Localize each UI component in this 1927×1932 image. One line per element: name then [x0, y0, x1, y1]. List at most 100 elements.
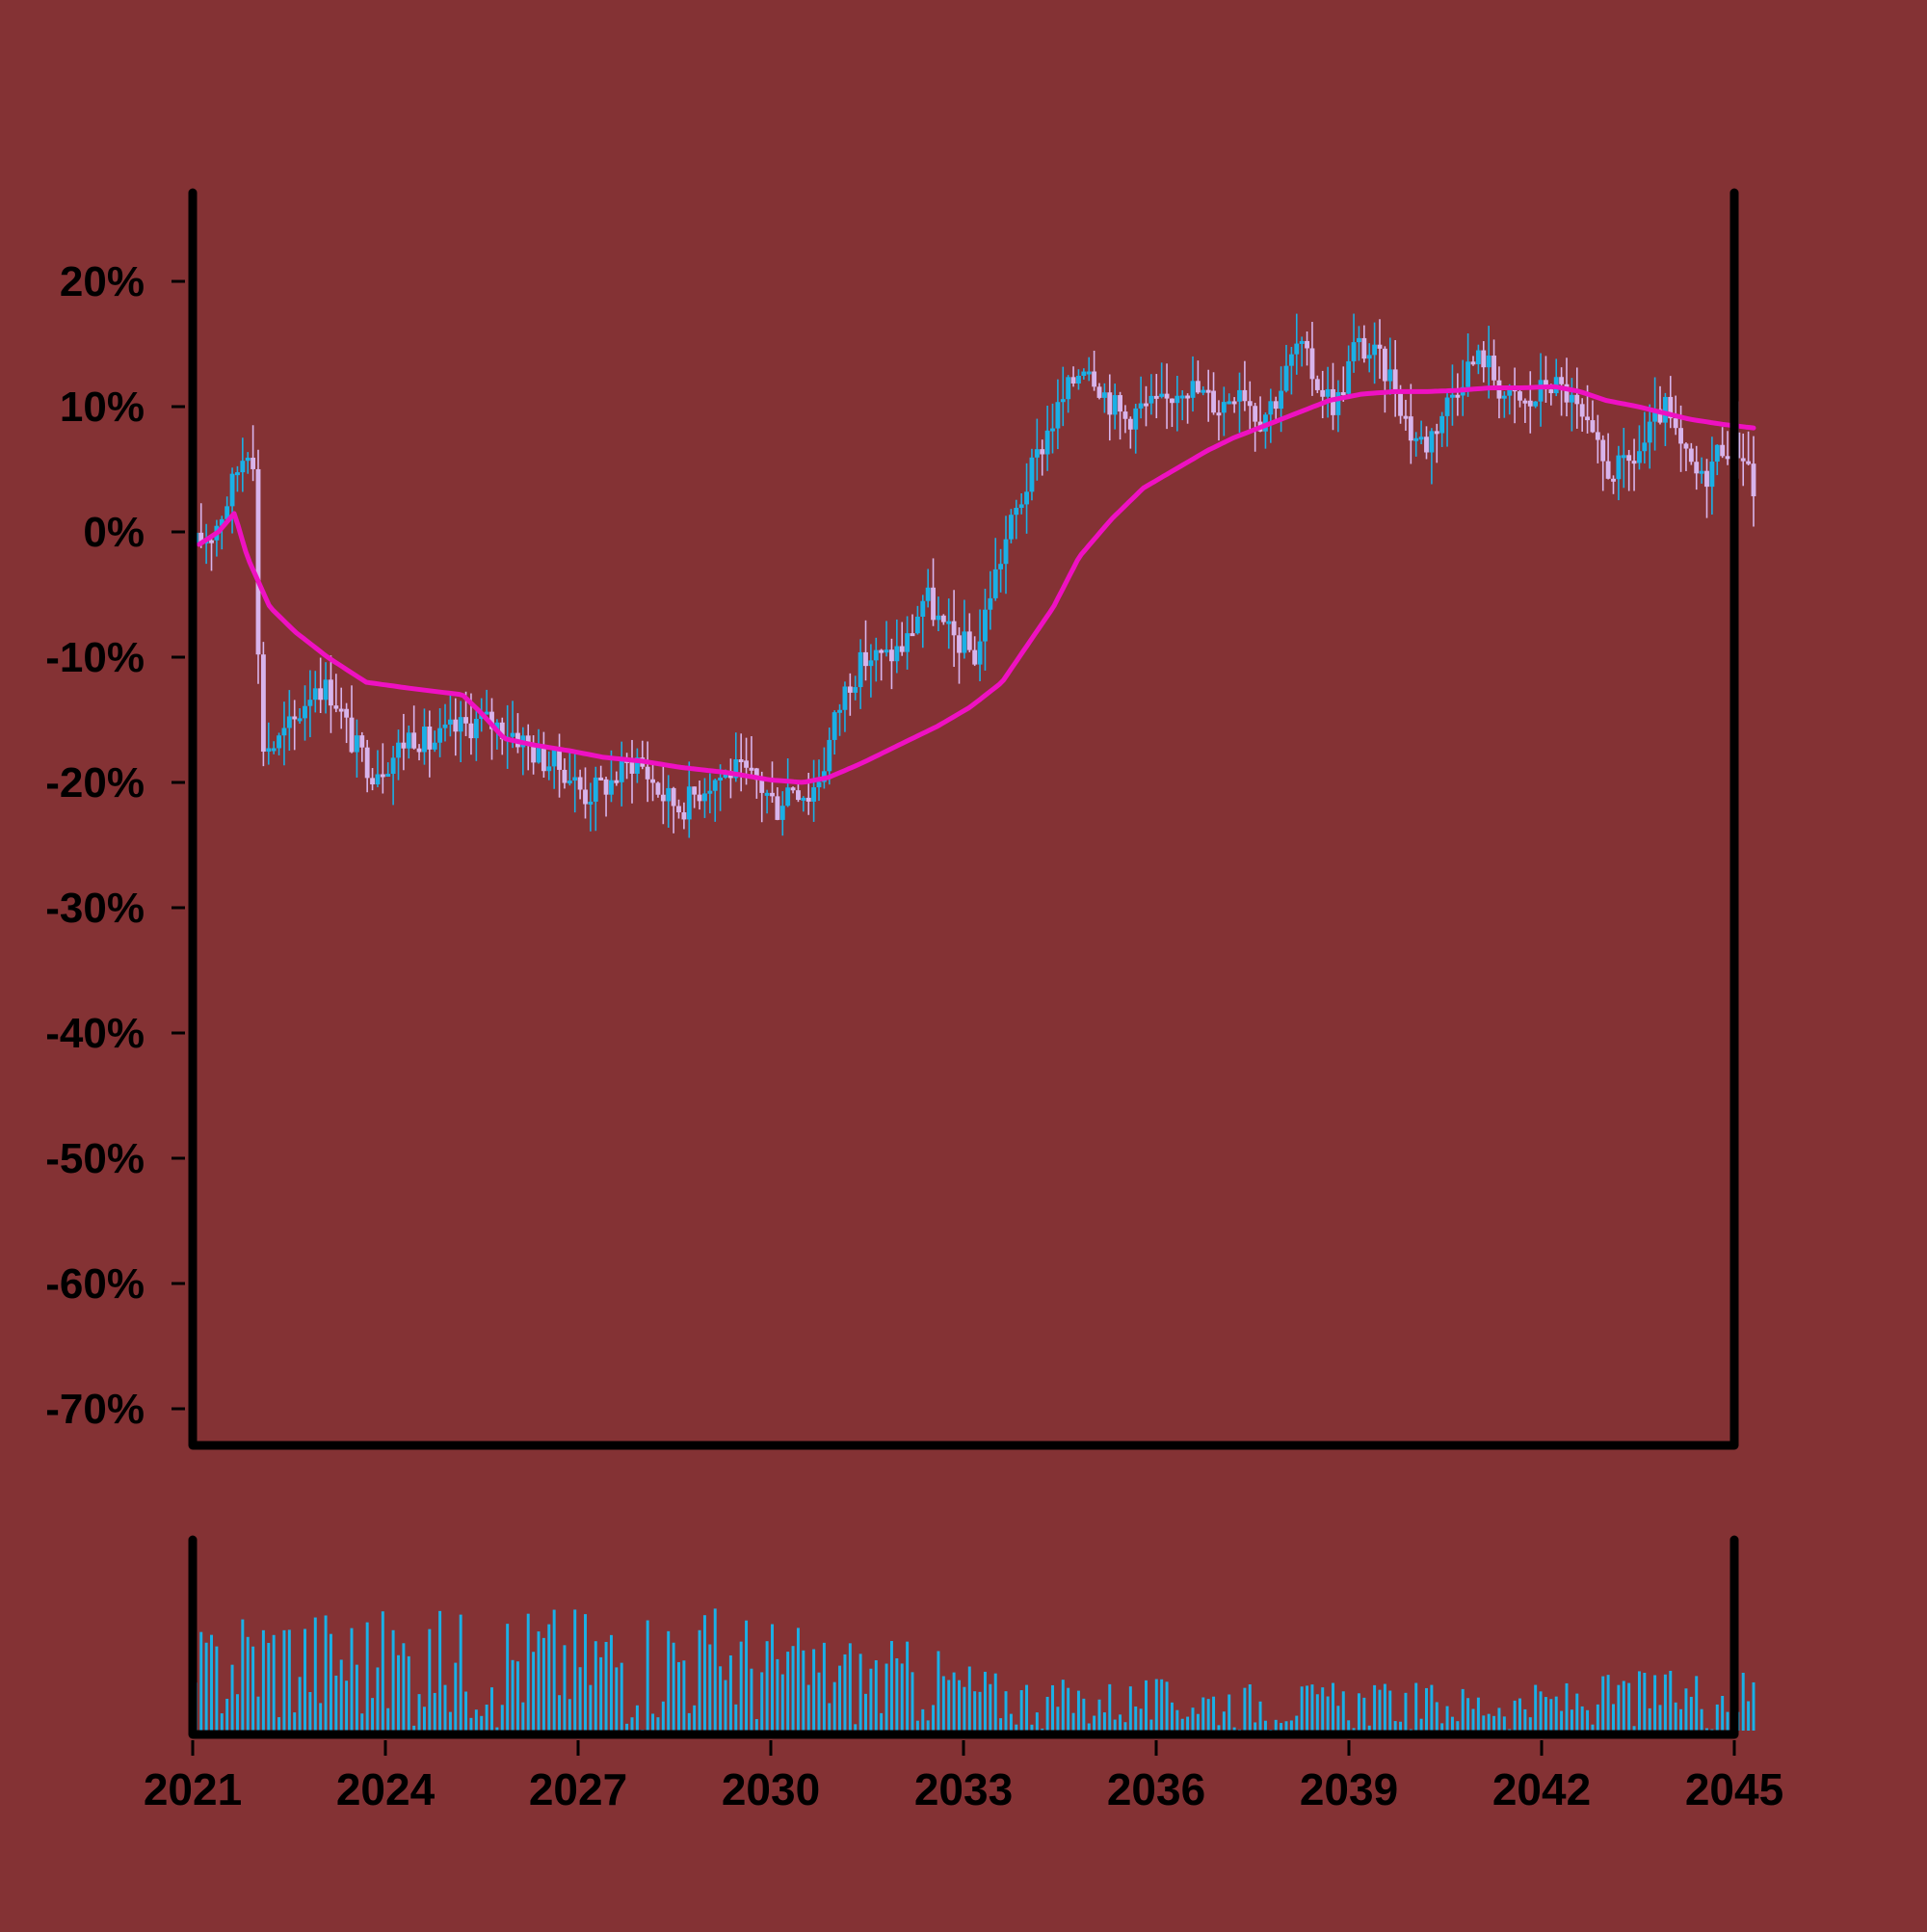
volume-bar	[771, 1624, 774, 1731]
volume-bar	[1134, 1706, 1138, 1731]
volume-bar	[1009, 1713, 1013, 1731]
volume-bar	[993, 1673, 997, 1731]
volume-bar	[1201, 1697, 1205, 1731]
volume-bar	[412, 1725, 416, 1731]
candle-body	[1014, 508, 1019, 516]
candle-body	[536, 746, 541, 763]
candle-body	[718, 777, 724, 781]
volume-bar	[1165, 1681, 1169, 1731]
candle-body	[1133, 408, 1139, 430]
volume-bar	[854, 1724, 858, 1731]
candle-body	[1314, 379, 1320, 390]
volume-bar	[1435, 1702, 1439, 1731]
candle-body	[931, 587, 936, 621]
candle-body	[1418, 437, 1424, 440]
candle-body	[899, 646, 905, 652]
volume-bar	[308, 1691, 312, 1731]
volume-bar	[417, 1694, 421, 1731]
volume-bar	[1570, 1709, 1573, 1731]
volume-bar	[1284, 1721, 1288, 1731]
volume-bar	[1315, 1694, 1319, 1731]
candle-body	[198, 532, 204, 544]
volume-bar	[1425, 1687, 1428, 1731]
volume-bar	[1544, 1697, 1547, 1731]
candle-body	[645, 766, 650, 780]
candle-body	[681, 812, 687, 820]
volume-bar	[1440, 1723, 1444, 1731]
volume-bar	[1180, 1718, 1184, 1731]
candle-body	[1159, 393, 1165, 397]
volume-bar	[376, 1667, 380, 1731]
volume-bar	[869, 1668, 873, 1731]
candle-body	[375, 774, 381, 785]
candle-body	[562, 769, 568, 783]
candle-body	[1331, 388, 1335, 415]
candle-body	[811, 787, 817, 802]
volume-bar	[1295, 1715, 1299, 1731]
candle-body	[1018, 504, 1024, 509]
candle-body	[1361, 337, 1367, 359]
volume-bar	[604, 1641, 608, 1731]
volume-bar	[656, 1717, 660, 1731]
volume-bar	[874, 1659, 878, 1731]
candle-body	[914, 616, 920, 634]
volume-bar-series	[194, 1608, 1755, 1731]
candle-body	[583, 789, 588, 805]
volume-bar	[932, 1705, 936, 1731]
volume-bar	[952, 1672, 956, 1731]
candle-body	[427, 726, 433, 750]
candle-body	[1253, 406, 1258, 422]
candle-body	[1616, 455, 1622, 480]
y-axis: 20% 10% 0% -10% -20% -30% -40% -50% -60% -70%	[45, 258, 185, 1433]
volume-bar	[1186, 1716, 1190, 1731]
candle-body	[1740, 458, 1746, 462]
candle-body	[738, 759, 744, 763]
candle-body	[1070, 377, 1076, 384]
candle-body	[359, 735, 365, 748]
volume-bar	[625, 1723, 629, 1731]
volume-bar	[1123, 1722, 1127, 1731]
volume-bar	[599, 1656, 603, 1731]
volume-bar	[1637, 1671, 1641, 1731]
candle-body	[354, 735, 359, 753]
volume-bar	[428, 1628, 432, 1731]
volume-bar	[1721, 1695, 1725, 1731]
candle-body	[676, 806, 681, 813]
volume-bar	[1025, 1684, 1029, 1731]
candle-body	[1092, 371, 1097, 387]
volume-bar	[1399, 1721, 1403, 1731]
y-tick-label: 0%	[83, 509, 145, 556]
volume-bar	[889, 1641, 893, 1731]
candle-body	[1652, 409, 1658, 422]
candle-body	[905, 633, 911, 652]
candle-body	[458, 717, 463, 732]
volume-bar	[713, 1608, 717, 1731]
volume-bar	[1487, 1713, 1491, 1731]
volume-bar	[267, 1642, 271, 1731]
volume-bar	[261, 1629, 265, 1731]
candle-body	[1611, 478, 1616, 482]
volume-bar	[1456, 1721, 1460, 1731]
volume-bar	[1232, 1727, 1236, 1731]
candle-body	[344, 708, 350, 718]
volume-bar	[745, 1620, 749, 1731]
volume-bar	[1145, 1680, 1148, 1731]
candle-body	[785, 787, 791, 807]
volume-bar	[397, 1654, 400, 1731]
candle-body	[364, 747, 370, 779]
price-panel: 20% 10% 0% -10% -20% -30% -40% -50% -60% -70%	[45, 188, 1756, 1450]
volume-bar	[1300, 1686, 1304, 1731]
volume-bar	[1409, 1729, 1412, 1731]
volume-bar	[786, 1652, 790, 1731]
candle-body	[1751, 463, 1756, 497]
volume-bar	[1492, 1715, 1496, 1731]
y-tick-label: -40%	[45, 1010, 145, 1057]
candle-body	[1585, 416, 1590, 421]
volume-bar	[511, 1659, 515, 1731]
volume-bar	[506, 1624, 510, 1731]
volume-bar	[1606, 1675, 1610, 1731]
volume-bar	[287, 1629, 291, 1731]
candle-body	[1377, 344, 1383, 349]
candle-body	[1107, 392, 1113, 415]
candle-body	[936, 615, 941, 621]
